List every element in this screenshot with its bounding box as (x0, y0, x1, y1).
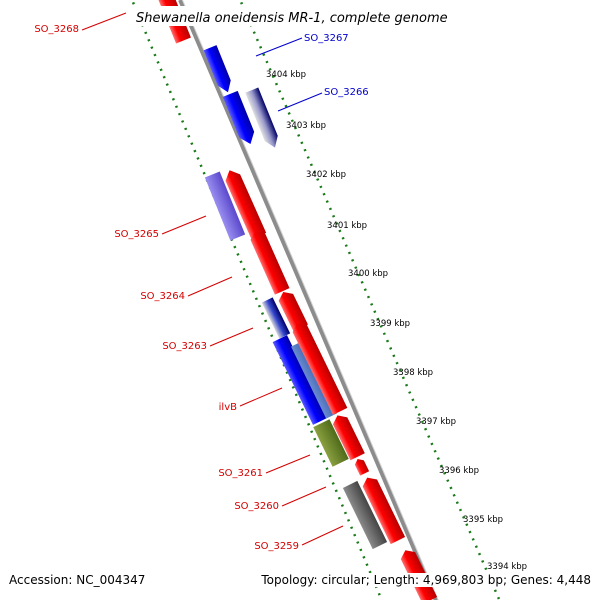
kbp-tick: 3395 kbp (463, 515, 503, 525)
accession-text: Accession: NC_004347 (9, 573, 146, 587)
gene-label[interactable]: SO_3268 (34, 24, 79, 35)
gene-so3265 (204, 171, 246, 241)
kbp-tick-labels: 3404 kbp 3403 kbp 3402 kbp 3401 kbp 3400… (266, 70, 527, 572)
gene-red-4 (332, 415, 365, 461)
gene-red-6 (362, 477, 406, 545)
gene-so3260 (342, 480, 388, 550)
kbp-tick: 3400 kbp (348, 269, 388, 279)
gene-labels: SO_3268 SO_3267 SO_3266 SO_3265 SO_3264 … (34, 24, 368, 552)
gene-so3266-b (245, 87, 278, 148)
kbp-tick: 3402 kbp (306, 170, 346, 180)
gene-red-5 (354, 459, 370, 476)
gene-label[interactable]: SO_3265 (114, 229, 159, 240)
gene-label[interactable]: SO_3259 (254, 541, 299, 552)
map-title: Shewanella oneidensis MR-1, complete gen… (136, 11, 448, 26)
kbp-tick: 3397 kbp (416, 417, 456, 427)
kbp-tick: 3399 kbp (370, 319, 410, 329)
title-backdrop (132, 6, 468, 26)
gene-so3267 (203, 45, 231, 93)
gene-red-3 (292, 323, 348, 415)
genome-info-text: Topology: circular; Length: 4,969,803 bp… (261, 573, 591, 587)
gene-so3261 (313, 419, 349, 467)
genome-backbone-highlight (181, 0, 441, 604)
gene-label[interactable]: SO_3267 (304, 33, 349, 44)
genome-backbone (178, 0, 440, 604)
gene-label[interactable]: SO_3266 (324, 87, 369, 98)
gene-so3264 (250, 231, 290, 295)
gene-label[interactable]: SO_3261 (218, 468, 263, 479)
gene-red-2 (278, 292, 308, 332)
gene-label[interactable]: SO_3263 (162, 341, 207, 352)
gene-ilvb-blue (272, 335, 328, 425)
gene-label[interactable]: ilvB (219, 402, 237, 413)
kbp-tick: 3401 kbp (327, 221, 367, 231)
kbp-tick: 3398 kbp (393, 368, 433, 378)
inner-guide-line (130, 0, 385, 604)
kbp-tick: 3404 kbp (266, 70, 306, 80)
gene-red-1 (225, 170, 267, 240)
gene-so3266-a (222, 90, 255, 144)
gene-label[interactable]: SO_3264 (140, 291, 185, 302)
label-leaders (81, 12, 344, 546)
gene-label[interactable]: SO_3260 (234, 501, 279, 512)
kbp-tick: 3403 kbp (286, 121, 326, 131)
gene-so3263 (261, 297, 291, 339)
outer-guide-line (238, 0, 503, 604)
kbp-tick: 3396 kbp (439, 466, 479, 476)
kbp-tick: 3394 kbp (487, 562, 527, 572)
